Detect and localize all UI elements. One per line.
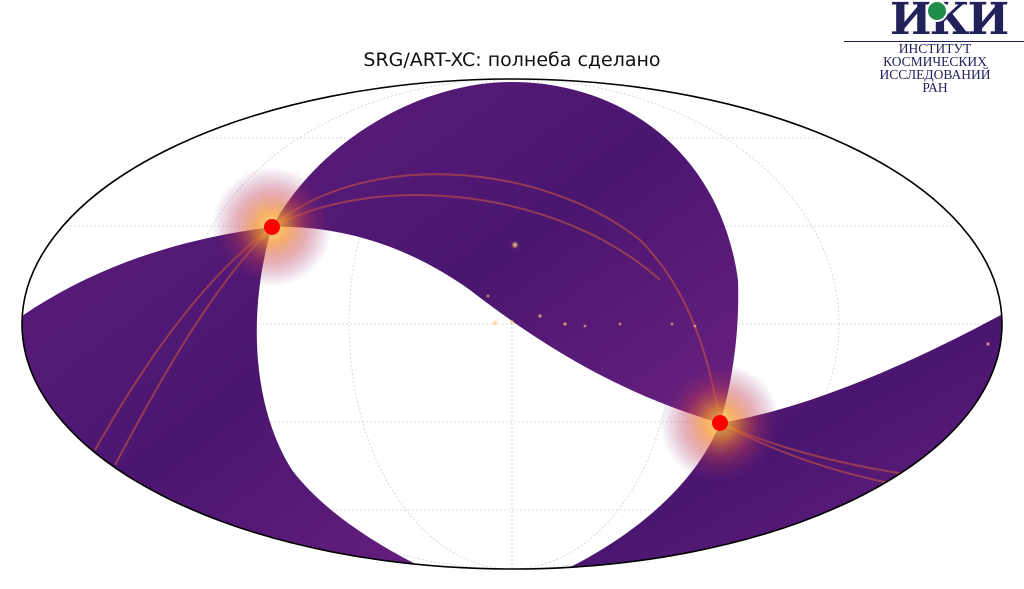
logo-wordmark: ИКИ — [890, 0, 1009, 45]
logo-line: КОСМИЧЕСКИХ — [883, 54, 987, 69]
sky-exposure — [22, 79, 1002, 569]
logo-line: РАН — [922, 80, 948, 95]
logo-line: ИНСТИТУТ — [898, 41, 972, 56]
ecliptic-pole-north-marker — [264, 219, 280, 235]
logo-divider — [844, 41, 1024, 42]
globe-icon — [926, 0, 948, 22]
source-points — [486, 241, 991, 347]
logo-line: ИССЛЕДОВАНИЙ — [879, 67, 991, 82]
logo-caption: ИНСТИТУТ КОСМИЧЕСКИХ ИССЛЕДОВАНИЙ РАН — [862, 41, 1008, 95]
mollweide-outline — [21, 78, 1003, 570]
iki-logo: ИКИ ИНСТИТУТ КОСМИЧЕСКИХ ИССЛЕДОВАНИЙ РА… — [842, 0, 1024, 100]
figure-title: SRG/ART-XC: полнеба сделано — [363, 49, 661, 71]
ecliptic-pole-south-marker — [712, 415, 728, 431]
